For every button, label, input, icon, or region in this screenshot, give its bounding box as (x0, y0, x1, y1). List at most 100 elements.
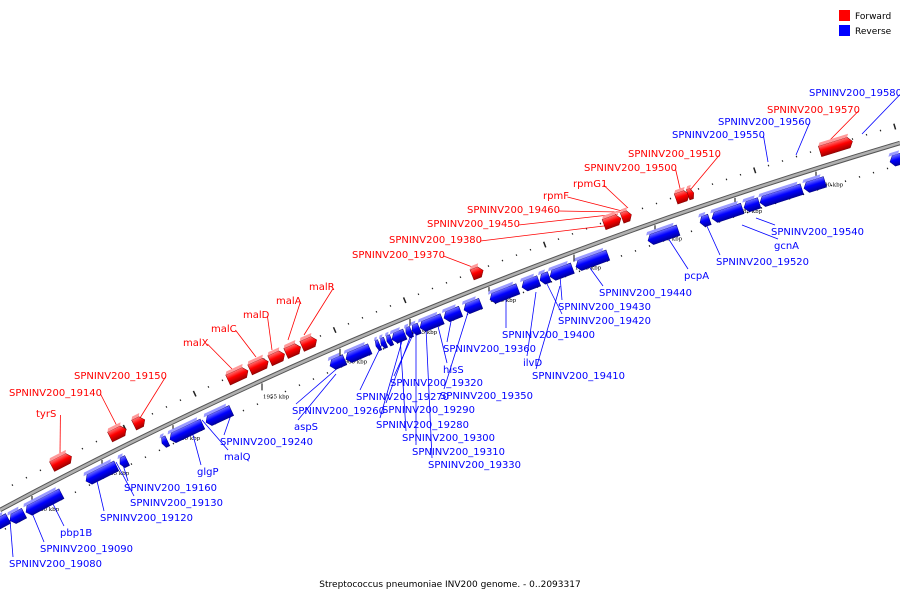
reverse-gene[interactable] (384, 331, 395, 347)
reverse-gene[interactable] (461, 295, 484, 315)
track-mark (711, 183, 714, 186)
reverse-gene[interactable] (116, 453, 130, 469)
reverse-gene[interactable] (373, 336, 383, 352)
track-mark (172, 442, 175, 445)
reverse-gene[interactable] (327, 352, 348, 371)
reverse-gene[interactable] (0, 511, 12, 531)
reverse-gene[interactable] (82, 458, 120, 486)
reverse-gene[interactable] (645, 222, 681, 246)
track-mark (830, 184, 833, 187)
gene-label-spninv200-19440: SPNINV200_19440 (599, 288, 692, 299)
gene-label-spninv200-19570: SPNINV200_19570 (767, 105, 860, 116)
gene-label-spninv200-19380: SPNINV200_19380 (389, 235, 482, 246)
track-mark (284, 390, 287, 393)
track-mark (858, 176, 861, 178)
scale-tick-label: 1945 kbp (103, 471, 130, 477)
leader-line-forward (287, 301, 301, 341)
reverse-gene[interactable] (757, 181, 804, 208)
track-mark (542, 241, 547, 248)
forward-gene[interactable] (673, 186, 691, 205)
leader-line-reverse (201, 419, 229, 451)
reverse-gene[interactable] (697, 211, 712, 228)
legend-swatch-reverse (839, 25, 850, 36)
leader-line-reverse (385, 331, 413, 404)
reverse-gene[interactable] (417, 311, 445, 333)
gene-label-spninv200-19150: SPNINV200_19150 (74, 371, 167, 382)
forward-gene[interactable] (817, 133, 854, 157)
gene-label-spninv200-19460: SPNINV200_19460 (467, 205, 560, 216)
reverse-gene[interactable] (801, 174, 827, 194)
reverse-gene[interactable] (741, 195, 762, 213)
gene-label-spninv200-19130: SPNINV200_19130 (130, 498, 223, 509)
leader-line-reverse (526, 291, 537, 357)
reverse-gene[interactable] (202, 403, 235, 428)
reverse-gene[interactable] (441, 303, 464, 323)
track-mark (886, 167, 889, 170)
track-mark (25, 476, 28, 479)
reverse-gene[interactable] (389, 326, 408, 344)
gene-label-spninv200-19420: SPNINV200_19420 (558, 316, 651, 327)
gene-label-spninv200-19080: SPNINV200_19080 (9, 559, 102, 570)
leader-line-reverse (115, 461, 135, 497)
leader-line-forward (267, 315, 273, 351)
track-mark (95, 440, 98, 443)
reverse-gene[interactable] (22, 486, 65, 517)
leader-line-reverse (443, 305, 471, 390)
gene-label-spninv200-19550: SPNINV200_19550 (672, 130, 765, 141)
forward-gene[interactable] (48, 449, 74, 472)
gene-label-malq: malQ (224, 452, 251, 463)
reverse-gene[interactable] (888, 150, 900, 167)
reverse-gene[interactable] (166, 416, 206, 444)
track-mark (319, 335, 322, 337)
gene-label-rpmf: rpmF (543, 191, 569, 202)
reverse-gene[interactable] (519, 273, 542, 293)
reverse-gene[interactable] (343, 341, 373, 364)
track-mark (529, 248, 532, 251)
forward-gene[interactable] (267, 346, 287, 367)
reverse-gene[interactable] (403, 323, 414, 339)
gene-label-spninv200-19580: SPNINV200_19580 (809, 88, 900, 99)
track-mark (739, 173, 742, 176)
leader-line-reverse (379, 333, 405, 419)
reverse-gene[interactable] (487, 281, 521, 305)
reverse-gene[interactable] (547, 260, 575, 282)
reverse-gene[interactable] (709, 200, 745, 223)
forward-gene[interactable] (685, 184, 695, 201)
track-mark (725, 178, 728, 181)
forward-gene[interactable] (619, 207, 633, 224)
track-mark (256, 403, 259, 406)
leader-line-reverse (425, 327, 433, 459)
reverse-gene[interactable] (409, 320, 422, 336)
forward-gene[interactable] (224, 363, 250, 386)
track-mark (4, 527, 7, 530)
track-mark (746, 211, 749, 214)
forward-gene[interactable] (469, 263, 485, 281)
track-mark (242, 409, 245, 412)
forward-gene[interactable] (106, 421, 128, 443)
track-mark (893, 123, 897, 130)
reverse-gene[interactable] (158, 433, 171, 448)
track-mark (375, 310, 378, 313)
leader-line-reverse (535, 285, 561, 370)
forward-gene[interactable] (299, 332, 319, 352)
forward-gene[interactable] (130, 412, 147, 431)
forward-gene[interactable] (246, 354, 270, 376)
reverse-gene[interactable] (573, 247, 611, 272)
gene-label-pbp1b: pbp1B (60, 528, 92, 539)
leader-line-reverse (755, 217, 776, 226)
reverse-gene[interactable] (6, 506, 28, 526)
reverse-gene[interactable] (537, 269, 552, 286)
gene-label-malr: malR (309, 282, 335, 293)
gene-labels: SPNINV200_19570 SPNINV200_19510 SPNINV200_… (9, 88, 900, 570)
gene-label-spninv200-19320: SPNINV200_19320 (390, 378, 483, 389)
track-mark (655, 202, 658, 205)
legend: Forward Reverse (839, 10, 892, 37)
leader-line-forward (558, 210, 621, 213)
gene-label-mala: malA (276, 296, 302, 307)
track-mark (487, 265, 490, 267)
forward-gene[interactable] (283, 339, 303, 359)
track-mark (417, 293, 420, 296)
track-mark (522, 291, 525, 294)
forward-gene[interactable] (601, 210, 623, 231)
reverse-gene[interactable] (378, 334, 389, 349)
